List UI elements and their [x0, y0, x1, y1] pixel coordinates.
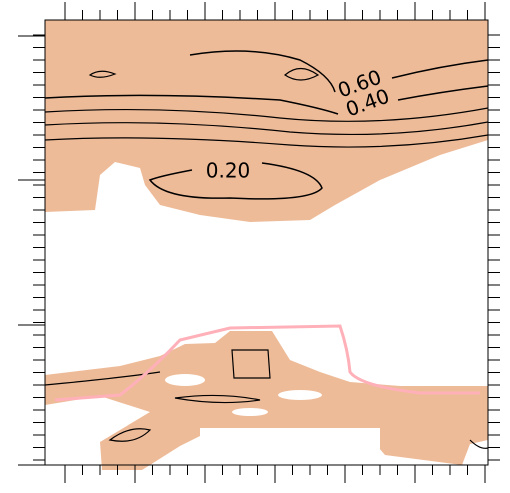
contour-line: [44, 371, 161, 386]
contour-line: [231, 349, 271, 379]
contour-line: [284, 67, 320, 81]
plot-border: [44, 19, 489, 466]
filled-regions: [45, 20, 488, 470]
highlight-line: [54, 324, 480, 402]
contour-line: [108, 428, 152, 442]
contour-line: [44, 107, 489, 122]
unlabeled-contours: [44, 67, 489, 449]
upper-region: [45, 20, 488, 222]
contour-line: [174, 394, 261, 404]
hole: [165, 374, 205, 386]
contour-label: 0.20: [206, 159, 251, 183]
frame: [18, 2, 500, 483]
contour-line: [44, 121, 489, 136]
hole: [232, 408, 268, 416]
hole: [278, 390, 322, 400]
hole: [200, 428, 380, 458]
contour-line: [189, 50, 489, 93]
holes: [165, 374, 380, 458]
contour-line: [44, 85, 489, 115]
contour-line: [469, 439, 489, 449]
contour-line: [44, 134, 489, 148]
contour-line: [88, 70, 117, 78]
contour-line: [148, 162, 323, 200]
